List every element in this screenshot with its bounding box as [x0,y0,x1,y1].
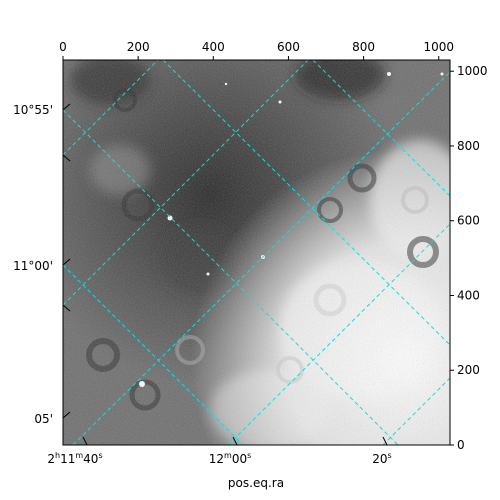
plot-frame [62,59,451,446]
coordinate-grid [63,60,450,445]
top-tick-label-1: 200 [127,40,150,54]
grid-line-dec-2 [162,60,450,346]
grid-line-ra-1 [63,60,159,156]
grid-line-ra-2 [63,60,309,306]
bottom-axis: 2h11m40s 12m00s 20s pos.eq.ra [47,436,392,490]
top-tick-label-4: 800 [352,40,375,54]
top-tick-label-3: 600 [277,40,300,54]
left-axis: 10°55' 11°00' 05' [13,103,71,426]
right-axis: 0 200 400 600 800 1000 [450,64,488,452]
right-tick-label-5: 1000 [457,64,488,78]
grid-line-ra-3 [72,71,450,445]
right-tick-label-4: 800 [457,139,480,153]
grid-line-dec-4 [63,264,244,445]
dec-tick-label-3: 05' [34,412,53,426]
grid-line-ra-4 [227,223,450,445]
grid-line-ra-5 [382,377,450,445]
grid-line-dec-1 [63,109,399,445]
right-tick-label-2: 400 [457,288,480,302]
top-axis: 0 200 400 600 800 1000 [59,40,454,60]
x-axis-label: pos.eq.ra [228,476,284,490]
right-tick-label-3: 600 [457,214,480,228]
ra-tick-label-2: 12m00s [209,451,252,466]
ra-tick-label-3: 20s [372,451,391,466]
right-tick-label-1: 200 [457,363,480,377]
top-tick-label-5: 1000 [423,40,454,54]
right-tick-label-0: 0 [457,438,465,452]
top-tick-label-0: 0 [59,40,67,54]
dec-tick-label-1: 10°55' [13,103,53,117]
ra-tick-label-1: 2h11m40s [47,451,102,466]
dec-tick-label-2: 11°00' [13,259,53,273]
top-tick-label-2: 400 [202,40,225,54]
sky-image [63,60,450,445]
